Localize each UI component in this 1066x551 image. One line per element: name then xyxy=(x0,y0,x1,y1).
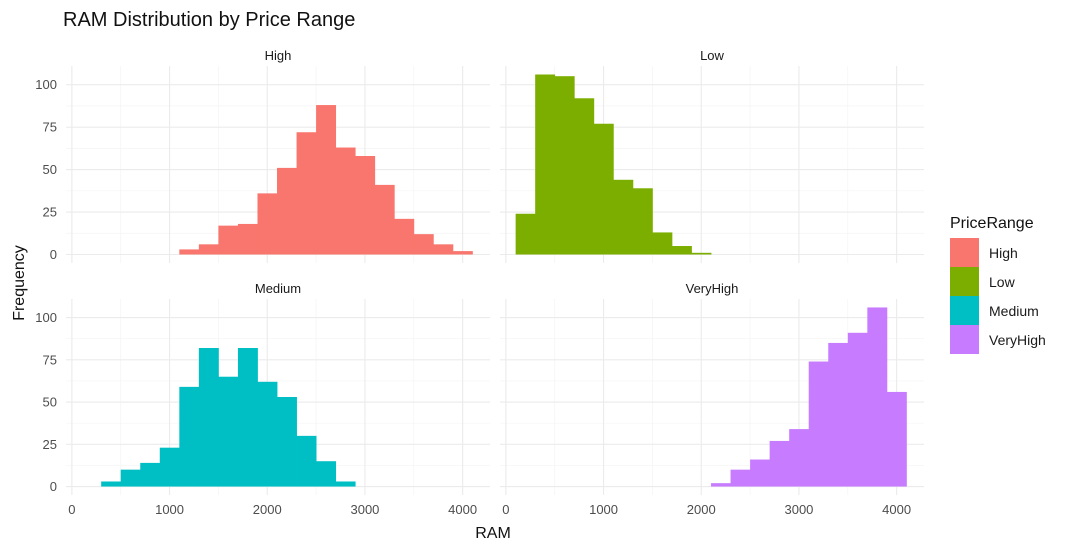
legend-swatch-low xyxy=(950,267,979,296)
histogram-bar xyxy=(828,342,849,487)
histogram-bar xyxy=(574,98,595,255)
histogram-bar xyxy=(179,386,200,487)
histogram-bar xyxy=(237,348,258,487)
x-tick-label: 0 xyxy=(502,502,509,517)
histogram-bar xyxy=(394,218,415,255)
legend-label-high: High xyxy=(989,245,1018,261)
histogram-bar xyxy=(140,462,161,487)
histogram-bar xyxy=(730,469,751,487)
histogram-bar xyxy=(413,234,434,255)
histogram-bar xyxy=(159,447,180,487)
x-tick-label: 2000 xyxy=(253,502,282,517)
histogram-bar xyxy=(101,481,122,487)
histogram-bar xyxy=(433,244,454,255)
histogram-bar xyxy=(257,381,278,487)
x-tick-label: 4000 xyxy=(882,502,911,517)
histogram-bar xyxy=(789,429,810,487)
histogram-bar xyxy=(691,252,712,255)
histogram-bar xyxy=(335,147,356,255)
histogram-bar xyxy=(769,440,790,487)
histogram-bar xyxy=(515,213,536,255)
legend: PriceRange High Low Medium VeryHigh xyxy=(950,215,1046,354)
histogram-bar xyxy=(257,193,278,255)
y-tick-label: 75 xyxy=(43,120,57,135)
legend-label-low: Low xyxy=(989,274,1016,290)
facet-label: High xyxy=(265,48,292,63)
histogram-bar xyxy=(237,223,258,255)
x-tick-label: 3000 xyxy=(350,502,379,517)
legend-swatch-high xyxy=(950,238,979,267)
x-tick-label: 3000 xyxy=(784,502,813,517)
y-tick-label: 100 xyxy=(35,310,57,325)
y-tick-label: 75 xyxy=(43,352,57,367)
chart-title: RAM Distribution by Price Range xyxy=(63,9,355,31)
histogram-bar xyxy=(296,435,317,487)
facet-label: Low xyxy=(700,48,724,63)
legend-label-medium: Medium xyxy=(989,303,1039,319)
histogram-bar xyxy=(179,249,200,255)
histogram-bar xyxy=(750,459,771,487)
histogram-bar xyxy=(613,179,634,255)
histogram-bar xyxy=(374,184,395,255)
histogram-bar xyxy=(671,246,692,255)
histogram-bar xyxy=(808,361,829,487)
histogram-bar xyxy=(218,376,239,487)
histogram-bar xyxy=(652,232,673,255)
y-axis-label: Frequency xyxy=(11,245,28,321)
x-tick-label: 1000 xyxy=(155,502,184,517)
histogram-bar xyxy=(847,332,868,487)
y-tick-label: 25 xyxy=(43,205,57,220)
histogram-bar xyxy=(355,156,376,255)
y-tick-label: 25 xyxy=(43,437,57,452)
histogram-bar xyxy=(535,74,556,255)
facet-label: Medium xyxy=(255,281,301,296)
histogram-bar xyxy=(632,188,653,255)
histogram-bar xyxy=(316,461,337,487)
histogram-bar xyxy=(711,483,731,487)
y-tick-label: 50 xyxy=(43,395,57,410)
panel-veryhigh: VeryHigh 0 1000 2000 3000 4000 xyxy=(500,281,924,517)
histogram-bar xyxy=(335,481,356,487)
x-tick-label: 0 xyxy=(68,502,75,517)
histogram-bar xyxy=(277,397,297,487)
histogram-bar xyxy=(198,244,219,255)
x-tick-label: 1000 xyxy=(589,502,618,517)
legend-swatch-medium xyxy=(950,296,979,325)
histogram-bar xyxy=(198,348,219,487)
x-axis-label: RAM xyxy=(475,525,511,542)
x-tick-label: 4000 xyxy=(448,502,477,517)
y-tick-label: 0 xyxy=(50,479,57,494)
histogram-bar xyxy=(452,251,473,255)
histogram-bar xyxy=(277,167,297,255)
histogram-bar xyxy=(120,469,141,487)
histogram-bar xyxy=(296,132,317,255)
y-tick-label: 0 xyxy=(50,247,57,262)
histogram-bar xyxy=(867,307,888,487)
y-tick-label: 100 xyxy=(35,77,57,92)
histogram-bar xyxy=(218,225,239,255)
legend-title: PriceRange xyxy=(950,215,1034,232)
y-tick-label: 50 xyxy=(43,162,57,177)
panel-high: High 0 25 50 75 100 xyxy=(35,48,490,263)
facet-label: VeryHigh xyxy=(686,281,739,296)
histogram-bar xyxy=(316,105,337,255)
legend-label-veryhigh: VeryHigh xyxy=(989,332,1046,348)
legend-swatch-veryhigh xyxy=(950,325,979,354)
histogram-bar xyxy=(554,76,575,255)
panel-low: Low xyxy=(500,48,924,263)
histogram-bar xyxy=(886,391,907,487)
histogram-bar xyxy=(593,123,614,255)
x-tick-label: 2000 xyxy=(687,502,716,517)
